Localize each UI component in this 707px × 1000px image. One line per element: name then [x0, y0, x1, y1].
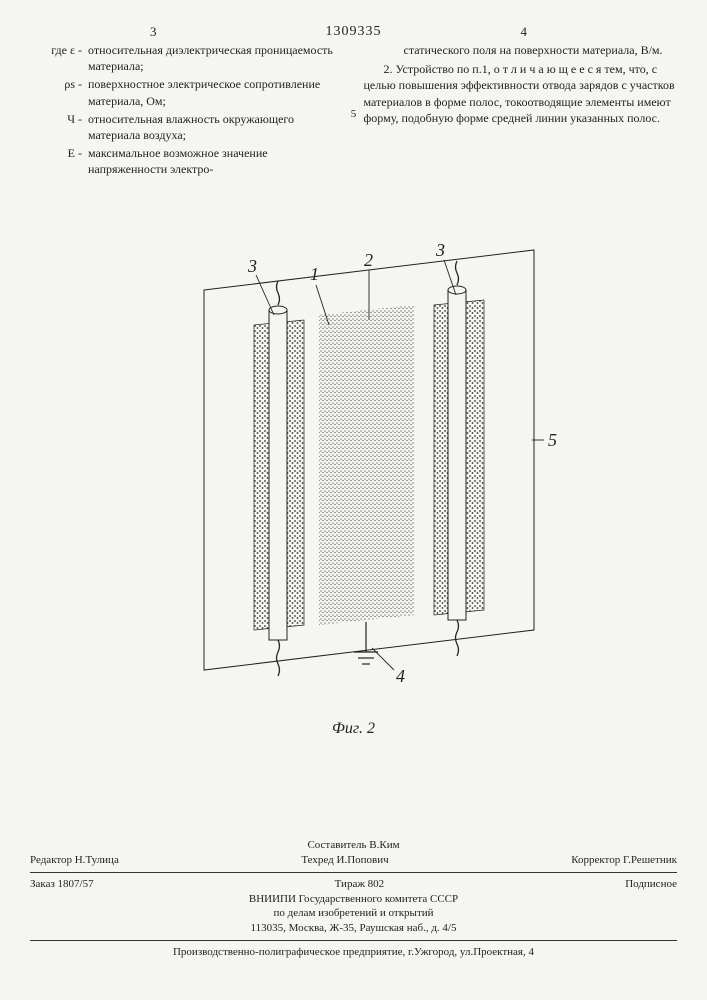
footer-editor: Редактор Н.Тулица: [30, 853, 119, 868]
def-label: ρs -: [30, 76, 88, 108]
figure-label-4: 4: [396, 666, 405, 686]
left-column: где ε - относительная диэлектрическая пр…: [30, 42, 344, 180]
footer-address: 113035, Москва, Ж-35, Раушская наб., д. …: [30, 921, 677, 936]
figure-label-3: 3: [435, 240, 445, 260]
footer-org2: по делам изобретений и открытий: [30, 906, 677, 921]
claim-text: 2. Устройство по п.1, о т л и ч а ю щ е …: [364, 61, 678, 126]
patent-page: 1309335 3 4 где ε - относительная диэлек…: [0, 0, 707, 1000]
figure-label-3: 3: [247, 256, 257, 276]
continuation-text: статического поля на поверхности материа…: [364, 42, 678, 58]
def-label: E -: [30, 145, 88, 177]
figure-caption: Фиг. 2: [332, 720, 375, 738]
page-number-left: 3: [150, 24, 157, 40]
footer-printer: Производственно-полиграфическое предприя…: [30, 945, 677, 960]
definition-row: Ч - относительная влажность окружающего …: [30, 111, 344, 143]
def-text: относительная диэлектрическая проницаемо…: [88, 42, 344, 74]
footer-block: Составитель В.Ким Редактор Н.Тулица Техр…: [30, 838, 677, 960]
footer-compiler: Составитель В.Ким: [30, 838, 677, 853]
footer-order: Заказ 1807/57: [30, 877, 94, 892]
definition-row: где ε - относительная диэлектрическая пр…: [30, 42, 344, 74]
figure-label-1: 1: [310, 264, 319, 284]
line-marker: 5: [351, 108, 357, 120]
def-text: относительная влажность окружающего мате…: [88, 111, 344, 143]
patent-number: 1309335: [326, 24, 382, 40]
footer-tech: Техред И.Попович: [301, 853, 388, 868]
figure-label-2: 2: [364, 250, 373, 270]
footer-tirage: Тираж 802: [335, 877, 385, 892]
def-text: максимальное возможное значение напряжен…: [88, 145, 344, 177]
def-label: Ч -: [30, 111, 88, 143]
page-number-right: 4: [521, 24, 528, 40]
right-column: статического поля на поверхности материа…: [364, 42, 678, 180]
figure-label-5: 5: [548, 430, 557, 450]
definition-row: ρs - поверхностное электрическое сопроти…: [30, 76, 344, 108]
footer-subscription: Подписное: [625, 877, 677, 892]
figure-2: 1 2 3 3 4 5: [144, 230, 564, 730]
footer-corrector: Корректор Г.Решетник: [571, 853, 677, 868]
definition-row: E - максимальное возможное значение напр…: [30, 145, 344, 177]
footer-credits-row: Редактор Н.Тулица Техред И.Попович Корре…: [30, 853, 677, 868]
footer-order-row: Заказ 1807/57 Тираж 802 Подписное: [30, 877, 677, 892]
def-label: где ε -: [30, 42, 88, 74]
footer-org1: ВНИИПИ Государственного комитета СССР: [30, 892, 677, 907]
def-text: поверхностное электрическое сопротивлени…: [88, 76, 344, 108]
